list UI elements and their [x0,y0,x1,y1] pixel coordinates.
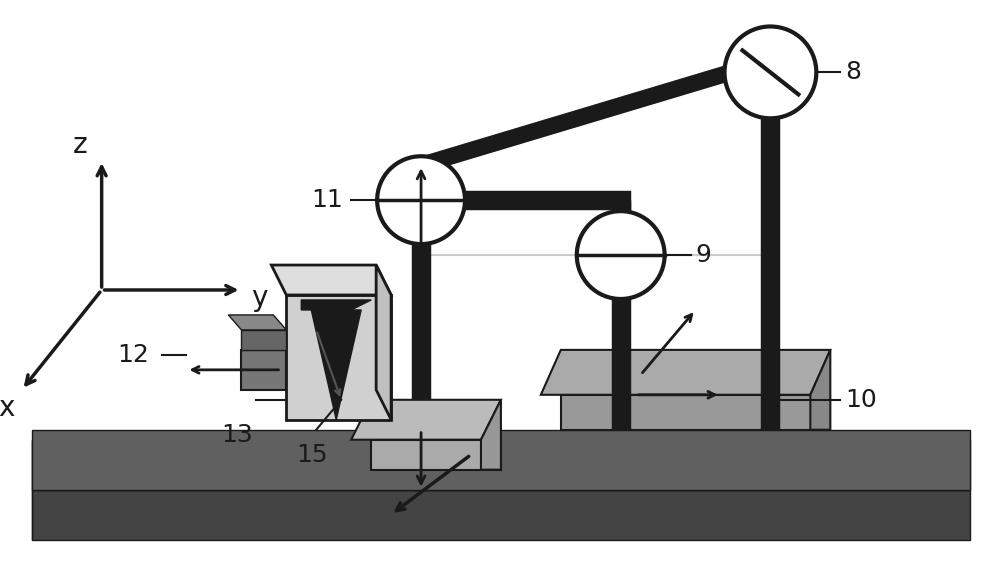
Circle shape [577,211,665,299]
Polygon shape [32,430,970,489]
Text: z: z [72,131,87,159]
Text: 15: 15 [296,443,328,467]
Text: 12: 12 [118,343,150,367]
Text: 13: 13 [221,423,253,447]
Text: 9: 9 [696,243,711,267]
Text: 10: 10 [845,388,877,412]
Polygon shape [271,265,391,295]
Polygon shape [376,265,391,420]
Polygon shape [351,400,501,440]
Text: 11: 11 [311,188,343,212]
Polygon shape [241,330,286,350]
Polygon shape [481,400,501,469]
Polygon shape [32,489,970,539]
Text: y: y [251,284,268,312]
Text: 8: 8 [845,60,861,84]
Circle shape [725,27,816,118]
Polygon shape [228,315,286,330]
Polygon shape [301,300,371,310]
Polygon shape [286,295,391,420]
Circle shape [377,156,465,244]
Polygon shape [241,350,286,390]
Text: x: x [0,394,15,422]
Polygon shape [371,440,501,469]
Polygon shape [32,440,970,489]
Polygon shape [311,310,361,420]
Polygon shape [561,395,830,430]
Polygon shape [541,350,830,395]
Polygon shape [810,350,830,430]
